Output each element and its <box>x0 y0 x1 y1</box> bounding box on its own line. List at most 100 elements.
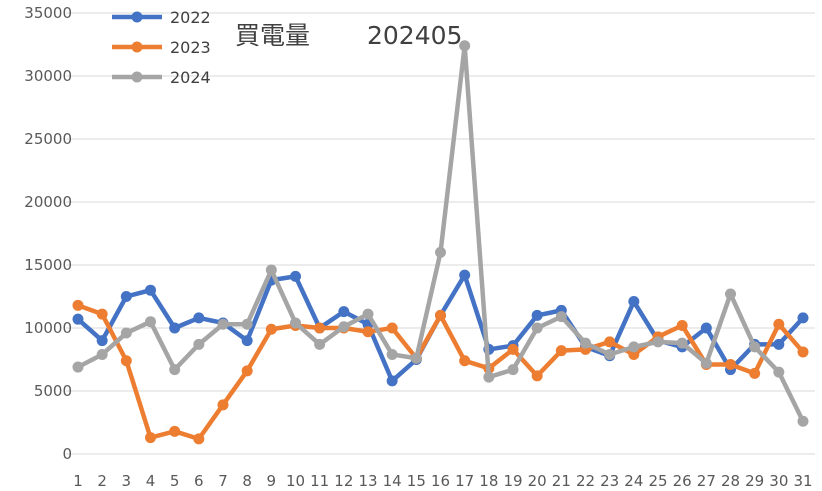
data-point <box>362 308 374 320</box>
chart-subtitle: 202405 <box>367 21 462 50</box>
data-point <box>507 364 519 376</box>
legend-item: 2023 <box>112 38 211 57</box>
data-point <box>797 346 809 358</box>
data-point <box>628 341 640 353</box>
data-point <box>604 336 616 348</box>
data-point <box>290 270 301 282</box>
data-point <box>386 348 398 360</box>
y-tick-label: 5000 <box>34 382 72 400</box>
data-point <box>72 313 84 325</box>
data-point <box>145 432 156 444</box>
x-tick-label: 4 <box>146 472 156 490</box>
data-point <box>265 264 277 276</box>
legend-label: 2023 <box>170 38 211 57</box>
y-tick-label: 20000 <box>24 193 72 211</box>
legend-marker <box>131 11 143 23</box>
x-tick-label: 21 <box>552 472 571 490</box>
data-point <box>773 318 785 330</box>
data-point <box>120 355 132 367</box>
chart-title: 買電量 <box>235 21 310 50</box>
data-point <box>193 338 205 350</box>
x-tick-label: 30 <box>769 472 788 490</box>
data-point <box>241 365 253 377</box>
data-point <box>193 312 205 324</box>
series-layer <box>72 40 809 445</box>
data-point <box>531 322 543 334</box>
gridlines <box>66 12 815 455</box>
x-tick-label: 5 <box>170 472 180 490</box>
data-point <box>169 364 181 376</box>
series-2023 <box>72 299 809 445</box>
x-tick-label: 12 <box>334 472 353 490</box>
x-tick-label: 9 <box>267 472 277 490</box>
data-point <box>96 335 108 347</box>
x-tick-label: 11 <box>310 472 329 490</box>
data-point <box>555 311 567 323</box>
x-tick-label: 3 <box>122 472 132 490</box>
x-tick-label: 1 <box>73 472 83 490</box>
legend-item: 2022 <box>112 8 211 27</box>
data-point <box>652 336 664 348</box>
data-point <box>290 317 301 329</box>
x-tick-label: 8 <box>242 472 252 490</box>
data-point <box>797 415 809 427</box>
data-point <box>749 341 761 353</box>
x-tick-label: 10 <box>286 472 305 490</box>
series-2024 <box>72 40 809 427</box>
data-point <box>725 288 736 300</box>
x-tick-label: 6 <box>194 472 204 490</box>
data-point <box>120 291 132 302</box>
series-line <box>75 43 806 424</box>
data-point <box>217 399 229 411</box>
data-point <box>72 299 84 311</box>
x-tick-label: 14 <box>383 472 402 490</box>
x-tick-label: 20 <box>528 472 547 490</box>
x-tick-label: 25 <box>648 472 667 490</box>
data-point <box>773 338 785 350</box>
data-point <box>410 352 422 364</box>
data-point <box>797 312 809 324</box>
data-point <box>773 366 785 378</box>
data-point <box>604 348 616 360</box>
x-tick-label: 26 <box>673 472 692 490</box>
x-tick-label: 17 <box>455 472 474 490</box>
y-tick-label: 10000 <box>24 319 72 337</box>
data-point <box>628 348 640 360</box>
data-point <box>193 433 205 445</box>
x-axis-tick-labels: 1 2 3 4 5 6 7 8 9 10 11 12 13 14 15 16 17 18 19 20 21 22 23 24 2… <box>73 472 812 490</box>
data-point <box>265 323 277 335</box>
data-point <box>555 345 567 357</box>
x-tick-label: 2 <box>97 472 107 490</box>
y-tick-label: 15000 <box>24 256 72 274</box>
data-point <box>241 335 253 347</box>
y-tick-label: 0 <box>62 445 72 463</box>
x-tick-label: 29 <box>745 472 764 490</box>
data-point <box>725 359 736 371</box>
legend-label: 2024 <box>170 68 211 87</box>
data-point <box>628 296 640 308</box>
x-tick-label: 18 <box>479 472 498 490</box>
data-point <box>435 309 446 321</box>
data-point <box>72 361 84 373</box>
x-tick-label: 15 <box>407 472 426 490</box>
data-point <box>386 322 398 334</box>
data-point <box>96 348 108 360</box>
data-point <box>507 343 519 355</box>
data-point <box>483 371 495 383</box>
x-tick-label: 24 <box>624 472 643 490</box>
data-point <box>169 425 181 437</box>
x-tick-label: 31 <box>793 472 812 490</box>
data-point <box>314 322 326 334</box>
legend-marker <box>131 41 143 53</box>
y-tick-label: 30000 <box>24 67 72 85</box>
y-tick-label: 35000 <box>24 4 72 22</box>
data-point <box>531 370 543 382</box>
legend-item: 2024 <box>112 68 211 87</box>
data-point <box>145 316 156 328</box>
data-point <box>241 318 253 330</box>
data-point <box>580 337 591 349</box>
x-tick-label: 13 <box>358 472 377 490</box>
data-point <box>338 306 350 318</box>
legend: 2022 2023 2024 <box>112 8 211 87</box>
data-point <box>749 367 761 379</box>
